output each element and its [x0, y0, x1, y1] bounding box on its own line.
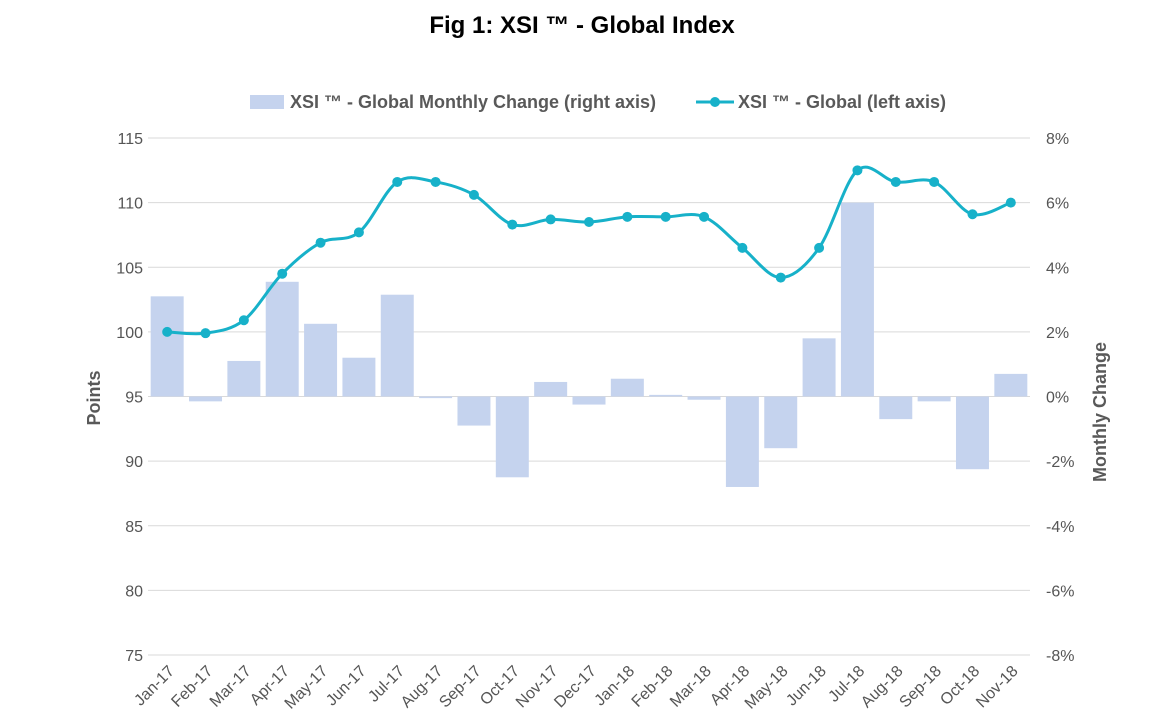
x-tick-label: Aug-17: [398, 663, 447, 712]
bar: [227, 360, 261, 397]
chart-title: Fig 1: XSI ™ - Global Index: [429, 12, 735, 39]
index-point: [353, 227, 364, 238]
legend-line-label: XSI ™ - Global (left axis): [738, 92, 946, 112]
index-point: [660, 211, 671, 222]
bar: [495, 396, 529, 478]
x-axis-ticks: Jan-17Feb-17Mar-17Apr-17May-17Jun-17Jul-…: [131, 663, 1021, 713]
right-tick-label: 2%: [1046, 325, 1069, 342]
x-tick-label: Feb-18: [629, 663, 677, 711]
bar: [265, 281, 299, 397]
bar: [572, 396, 606, 405]
left-tick-label: 100: [116, 325, 143, 342]
index-point: [967, 209, 978, 220]
bar: [649, 394, 683, 397]
bar: [802, 338, 836, 397]
bar: [150, 296, 184, 397]
x-tick-label: Sep-18: [896, 663, 945, 712]
right-axis-ticks: 8% 6% 4% 2% 0% -2% -4% -6% -8%: [1046, 131, 1074, 665]
x-tick-label: May-18: [742, 663, 792, 713]
x-tick-label: Mar-17: [207, 663, 255, 711]
left-tick-label: 95: [125, 390, 143, 407]
right-tick-label: 8%: [1046, 131, 1069, 148]
legend-bar-label: XSI ™ - Global Monthly Change (right axi…: [290, 92, 656, 112]
left-axis-ticks: 115 110 105 100 95 90 85 80 75: [116, 131, 143, 665]
bar: [917, 396, 951, 402]
index-point: [315, 237, 326, 248]
index-point: [929, 176, 940, 187]
left-tick-label: 80: [125, 583, 143, 600]
index-point: [468, 189, 479, 200]
bar: [610, 378, 644, 397]
index-point: [277, 268, 288, 279]
bar: [994, 373, 1028, 397]
right-tick-label: 6%: [1046, 196, 1069, 213]
left-axis-title: Points: [84, 370, 104, 425]
right-tick-label: 4%: [1046, 260, 1069, 277]
bar: [189, 396, 223, 402]
bar: [879, 396, 913, 420]
bar: [534, 381, 568, 397]
right-tick-label: -2%: [1046, 454, 1074, 471]
index-point: [814, 242, 825, 253]
bar: [380, 294, 414, 397]
right-tick-label: -8%: [1046, 648, 1074, 665]
index-point: [699, 211, 710, 222]
x-tick-label: Jun-17: [323, 663, 370, 710]
x-tick-label: Feb-17: [168, 663, 216, 711]
left-tick-label: 110: [117, 196, 143, 213]
index-point: [200, 328, 211, 339]
right-tick-label: -4%: [1046, 519, 1074, 536]
bar: [764, 396, 798, 449]
right-tick-label: 0%: [1046, 390, 1069, 407]
bar-series: [150, 202, 1028, 487]
index-point: [852, 165, 863, 176]
index-point: [545, 214, 556, 225]
index-point: [392, 176, 403, 187]
x-tick-label: Nov-17: [513, 663, 562, 712]
bar: [457, 396, 491, 426]
legend: XSI ™ - Global Monthly Change (right axi…: [250, 92, 946, 112]
bar: [955, 396, 989, 470]
line-series: [162, 165, 1016, 339]
bar: [342, 357, 376, 397]
index-point: [584, 217, 594, 228]
x-tick-label: Mar-18: [667, 663, 715, 711]
left-tick-label: 85: [125, 519, 143, 536]
right-axis-title: Monthly Change: [1090, 342, 1110, 482]
bar: [725, 396, 759, 487]
index-point: [775, 272, 786, 283]
bar: [304, 323, 338, 397]
bar: [419, 396, 453, 399]
x-tick-label: Nov-18: [973, 663, 1022, 712]
index-point: [890, 176, 901, 187]
bar: [840, 202, 874, 397]
index-point: [162, 326, 173, 337]
left-tick-label: 105: [116, 260, 143, 277]
legend-line-marker: [710, 97, 720, 107]
x-tick-label: Dec-17: [551, 663, 600, 712]
left-tick-label: 90: [125, 454, 143, 471]
index-point: [507, 219, 518, 230]
x-tick-label: Aug-18: [858, 663, 907, 712]
left-tick-label: 75: [125, 648, 143, 665]
index-point: [737, 242, 748, 253]
left-tick-label: 115: [117, 131, 143, 148]
index-point: [1005, 197, 1016, 208]
right-tick-label: -6%: [1046, 583, 1074, 600]
x-tick-label: May-17: [282, 663, 332, 713]
x-tick-label: Jun-18: [783, 663, 830, 710]
legend-bar-swatch: [250, 95, 284, 109]
index-point: [238, 315, 249, 326]
bar: [687, 396, 721, 400]
index-point: [622, 211, 633, 222]
x-tick-label: Sep-17: [436, 663, 485, 712]
index-point: [430, 176, 441, 187]
